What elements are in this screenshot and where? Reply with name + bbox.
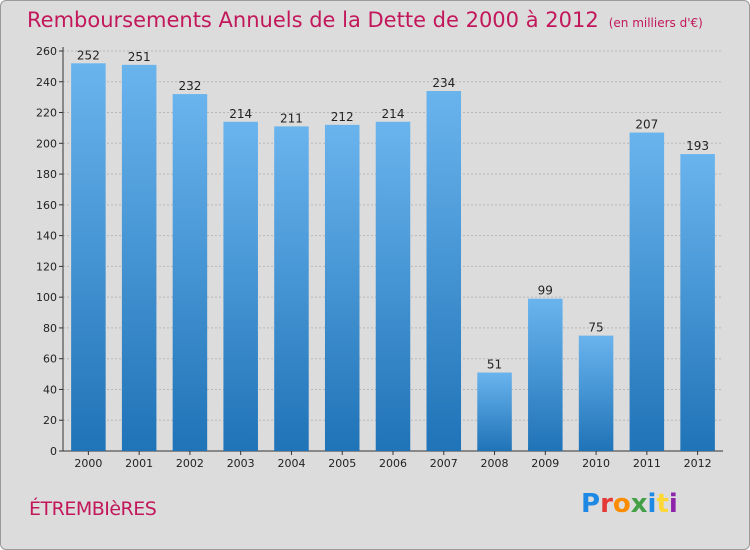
bar bbox=[375, 121, 411, 452]
data-label: 214 bbox=[382, 107, 405, 121]
data-label: 99 bbox=[538, 284, 553, 298]
title-text: Remboursements Annuels de la Dette de 20… bbox=[27, 8, 599, 32]
y-tick-label: 120 bbox=[36, 260, 57, 273]
data-label: 234 bbox=[432, 76, 455, 90]
data-label: 232 bbox=[178, 79, 201, 93]
bar bbox=[172, 94, 208, 452]
y-tick-label: 220 bbox=[36, 107, 57, 120]
y-tick-label: 0 bbox=[50, 445, 57, 458]
logo-letter: x bbox=[630, 489, 648, 519]
data-label: 212 bbox=[331, 110, 354, 124]
data-label: 75 bbox=[588, 321, 603, 335]
y-tick-label: 100 bbox=[36, 291, 57, 304]
bar bbox=[680, 154, 715, 452]
x-tick-label: 2009 bbox=[531, 457, 559, 470]
x-tick-label: 2002 bbox=[176, 457, 204, 470]
bar bbox=[121, 64, 157, 451]
bar bbox=[324, 124, 360, 451]
bar bbox=[629, 132, 665, 452]
y-tick-label: 260 bbox=[36, 45, 57, 58]
x-tick-label: 2010 bbox=[582, 457, 610, 470]
x-tick-label: 2007 bbox=[430, 457, 458, 470]
y-tick-label: 20 bbox=[43, 414, 57, 427]
bar bbox=[71, 63, 106, 452]
x-tick-label: 2005 bbox=[328, 457, 356, 470]
x-tick-label: 2004 bbox=[277, 457, 305, 470]
data-label: 214 bbox=[229, 107, 252, 121]
data-label: 252 bbox=[77, 48, 100, 62]
logo-letter: o bbox=[612, 489, 631, 519]
y-tick-label: 240 bbox=[36, 76, 57, 89]
x-tick-label: 2006 bbox=[379, 457, 407, 470]
y-tick-label: 80 bbox=[43, 322, 57, 335]
y-tick-label: 140 bbox=[36, 230, 57, 243]
labels: 0 20 40 60 80 100 120 140 160 180 200 220 240 260 252 2… bbox=[36, 45, 712, 470]
x-tick-label: 2008 bbox=[481, 457, 509, 470]
x-tick-label: 2012 bbox=[684, 457, 712, 470]
bar bbox=[426, 91, 462, 451]
logo-letter: r bbox=[600, 489, 613, 519]
data-label: 207 bbox=[635, 118, 658, 132]
unit-note: (en milliers d'€) bbox=[608, 16, 703, 30]
x-tick-label: 2000 bbox=[74, 457, 102, 470]
x-tick-label: 2001 bbox=[125, 457, 153, 470]
bar bbox=[223, 121, 258, 452]
data-label: 251 bbox=[128, 50, 151, 64]
y-tick-label: 40 bbox=[43, 383, 57, 396]
bars bbox=[71, 63, 715, 452]
chart-title: Remboursements Annuels de la Dette de 20… bbox=[27, 8, 703, 32]
logo-letter: i bbox=[647, 489, 657, 519]
bar bbox=[477, 372, 512, 451]
data-label: 193 bbox=[686, 139, 709, 153]
data-label: 211 bbox=[280, 111, 303, 125]
y-tick-label: 60 bbox=[43, 353, 57, 366]
bar bbox=[528, 298, 563, 451]
logo-letter: i bbox=[668, 489, 678, 519]
y-tick-label: 160 bbox=[36, 199, 57, 212]
x-tick-label: 2003 bbox=[227, 457, 255, 470]
y-tick-label: 180 bbox=[36, 168, 57, 181]
proxiti-logo: Proxiti bbox=[581, 489, 678, 519]
logo-letter: t bbox=[656, 489, 669, 519]
bar bbox=[578, 335, 614, 451]
bar bbox=[274, 126, 309, 451]
data-label: 51 bbox=[487, 358, 502, 372]
logo-letter: P bbox=[581, 489, 601, 519]
y-tick-label: 200 bbox=[36, 137, 57, 150]
x-tick-label: 2011 bbox=[633, 457, 661, 470]
commune-name: ÉTREMBIèRES bbox=[29, 498, 157, 520]
